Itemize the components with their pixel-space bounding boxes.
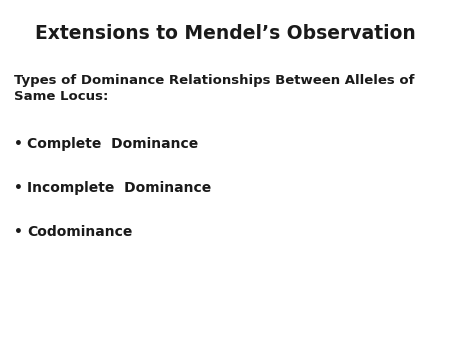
Text: Extensions to Mendel’s Observation: Extensions to Mendel’s Observation <box>35 24 415 43</box>
Text: Complete  Dominance: Complete Dominance <box>27 137 198 151</box>
Text: •: • <box>14 137 22 151</box>
Text: Types of Dominance Relationships Between Alleles of
Same Locus:: Types of Dominance Relationships Between… <box>14 74 414 103</box>
Text: •: • <box>14 181 22 195</box>
Text: Codominance: Codominance <box>27 225 132 239</box>
Text: Incomplete  Dominance: Incomplete Dominance <box>27 181 211 195</box>
Text: •: • <box>14 225 22 239</box>
